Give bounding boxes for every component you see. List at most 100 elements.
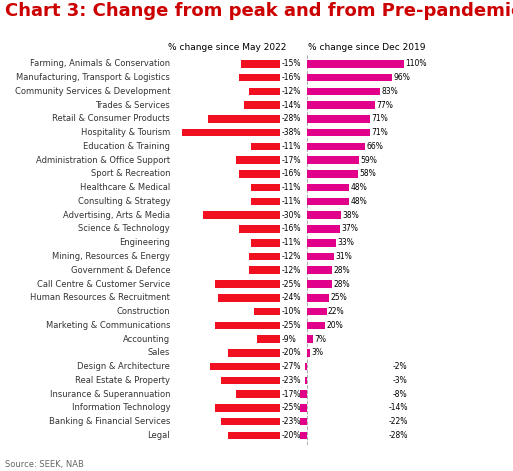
Text: -20%: -20% <box>282 431 301 440</box>
Text: Legal: Legal <box>148 431 170 440</box>
Text: 20%: 20% <box>326 321 343 330</box>
Text: -11%: -11% <box>282 183 301 192</box>
Text: 71%: 71% <box>371 128 388 137</box>
Bar <box>221 418 280 425</box>
Bar <box>244 101 280 109</box>
Bar <box>182 129 280 137</box>
Bar <box>236 390 280 398</box>
Text: Design & Architecture: Design & Architecture <box>77 362 170 371</box>
Text: -23%: -23% <box>282 376 301 385</box>
Text: 71%: 71% <box>371 114 388 123</box>
Bar <box>251 198 280 205</box>
Text: -17%: -17% <box>282 155 301 165</box>
Bar <box>249 253 280 260</box>
Text: Source: SEEK, NAB: Source: SEEK, NAB <box>5 460 84 469</box>
Text: -16%: -16% <box>282 170 301 179</box>
Bar <box>236 156 280 164</box>
Bar <box>307 211 341 219</box>
Text: 48%: 48% <box>351 197 367 206</box>
Bar <box>228 432 280 439</box>
Text: 96%: 96% <box>393 73 410 82</box>
Bar <box>307 60 404 67</box>
Text: Farming, Animals & Conservation: Farming, Animals & Conservation <box>30 59 170 68</box>
Text: -24%: -24% <box>282 293 301 302</box>
Text: Education & Training: Education & Training <box>83 142 170 151</box>
Bar <box>221 377 280 384</box>
Bar <box>307 184 349 192</box>
Text: 7%: 7% <box>314 334 327 344</box>
Text: 22%: 22% <box>328 307 345 316</box>
Text: -12%: -12% <box>282 266 301 275</box>
Text: 66%: 66% <box>367 142 384 151</box>
Text: Sales: Sales <box>148 349 170 357</box>
Bar <box>239 170 280 178</box>
Text: Sport & Recreation: Sport & Recreation <box>91 170 170 179</box>
Bar <box>251 184 280 192</box>
Text: Engineering: Engineering <box>119 238 170 247</box>
Bar <box>249 88 280 95</box>
Text: Mining, Resources & Energy: Mining, Resources & Energy <box>52 252 170 261</box>
Bar <box>228 349 280 357</box>
Bar <box>307 280 332 288</box>
Text: -11%: -11% <box>282 238 301 247</box>
Bar <box>307 198 349 205</box>
Bar <box>307 253 334 260</box>
Bar <box>215 404 280 412</box>
Bar <box>307 74 392 81</box>
Text: Retail & Consumer Products: Retail & Consumer Products <box>52 114 170 123</box>
Text: -25%: -25% <box>282 321 301 330</box>
Bar <box>288 418 307 425</box>
Text: % change since Dec 2019: % change since Dec 2019 <box>308 43 426 52</box>
Text: 37%: 37% <box>341 225 358 234</box>
Text: -30%: -30% <box>282 211 301 219</box>
Bar <box>307 156 359 164</box>
Bar <box>215 322 280 329</box>
Text: 77%: 77% <box>377 101 393 110</box>
Text: Consulting & Strategy: Consulting & Strategy <box>77 197 170 206</box>
Text: -16%: -16% <box>282 73 301 82</box>
Text: -17%: -17% <box>282 390 301 398</box>
Text: Science & Technology: Science & Technology <box>78 225 170 234</box>
Text: -23%: -23% <box>282 417 301 426</box>
Text: Trades & Services: Trades & Services <box>95 101 170 110</box>
Text: Community Services & Development: Community Services & Development <box>15 87 170 96</box>
Bar <box>251 239 280 246</box>
Bar <box>249 267 280 274</box>
Bar <box>283 432 307 439</box>
Text: Call Centre & Customer Service: Call Centre & Customer Service <box>37 280 170 289</box>
Text: -14%: -14% <box>388 404 408 413</box>
Bar <box>307 335 313 343</box>
Text: -12%: -12% <box>282 252 301 261</box>
Bar <box>307 225 340 233</box>
Bar <box>208 115 280 122</box>
Text: 110%: 110% <box>405 59 427 68</box>
Text: -27%: -27% <box>282 362 301 371</box>
Text: Banking & Financial Services: Banking & Financial Services <box>49 417 170 426</box>
Bar <box>307 308 327 316</box>
Text: 38%: 38% <box>342 211 359 219</box>
Text: -11%: -11% <box>282 197 301 206</box>
Text: 58%: 58% <box>360 170 377 179</box>
Bar <box>203 211 280 219</box>
Bar <box>300 390 307 398</box>
Bar <box>215 280 280 288</box>
Text: Advertising, Arts & Media: Advertising, Arts & Media <box>63 211 170 219</box>
Text: 59%: 59% <box>361 155 378 165</box>
Bar <box>295 404 307 412</box>
Text: -38%: -38% <box>282 128 301 137</box>
Text: % change since May 2022: % change since May 2022 <box>168 43 286 52</box>
Text: -22%: -22% <box>388 417 408 426</box>
Text: Construction: Construction <box>116 307 170 316</box>
Bar <box>307 349 310 357</box>
Text: 28%: 28% <box>333 280 350 289</box>
Bar <box>307 143 365 150</box>
Text: 33%: 33% <box>338 238 354 247</box>
Text: 3%: 3% <box>311 349 323 357</box>
Bar <box>251 143 280 150</box>
Text: -2%: -2% <box>393 362 408 371</box>
Bar <box>239 74 280 81</box>
Text: 48%: 48% <box>351 183 367 192</box>
Text: Marketing & Communications: Marketing & Communications <box>46 321 170 330</box>
Bar <box>218 294 280 301</box>
Text: 83%: 83% <box>382 87 399 96</box>
